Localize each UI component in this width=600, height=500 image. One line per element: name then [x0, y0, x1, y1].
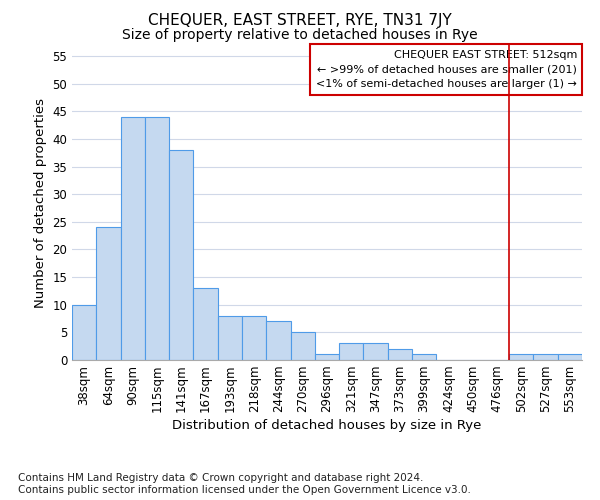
- Text: CHEQUER, EAST STREET, RYE, TN31 7JY: CHEQUER, EAST STREET, RYE, TN31 7JY: [148, 12, 452, 28]
- Text: Size of property relative to detached houses in Rye: Size of property relative to detached ho…: [122, 28, 478, 42]
- Bar: [412, 354, 436, 360]
- Bar: [96, 228, 121, 360]
- Bar: [218, 316, 242, 360]
- Bar: [388, 349, 412, 360]
- X-axis label: Distribution of detached houses by size in Rye: Distribution of detached houses by size …: [172, 420, 482, 432]
- Bar: [364, 344, 388, 360]
- Bar: [193, 288, 218, 360]
- Bar: [266, 322, 290, 360]
- Bar: [509, 354, 533, 360]
- Text: Contains HM Land Registry data © Crown copyright and database right 2024.
Contai: Contains HM Land Registry data © Crown c…: [18, 474, 471, 495]
- Bar: [72, 304, 96, 360]
- Bar: [169, 150, 193, 360]
- Bar: [242, 316, 266, 360]
- Bar: [145, 117, 169, 360]
- Bar: [533, 354, 558, 360]
- Bar: [315, 354, 339, 360]
- Bar: [558, 354, 582, 360]
- Y-axis label: Number of detached properties: Number of detached properties: [34, 98, 47, 308]
- Text: CHEQUER EAST STREET: 512sqm
← >99% of detached houses are smaller (201)
<1% of s: CHEQUER EAST STREET: 512sqm ← >99% of de…: [316, 50, 577, 90]
- Bar: [339, 344, 364, 360]
- Bar: [121, 117, 145, 360]
- Bar: [290, 332, 315, 360]
